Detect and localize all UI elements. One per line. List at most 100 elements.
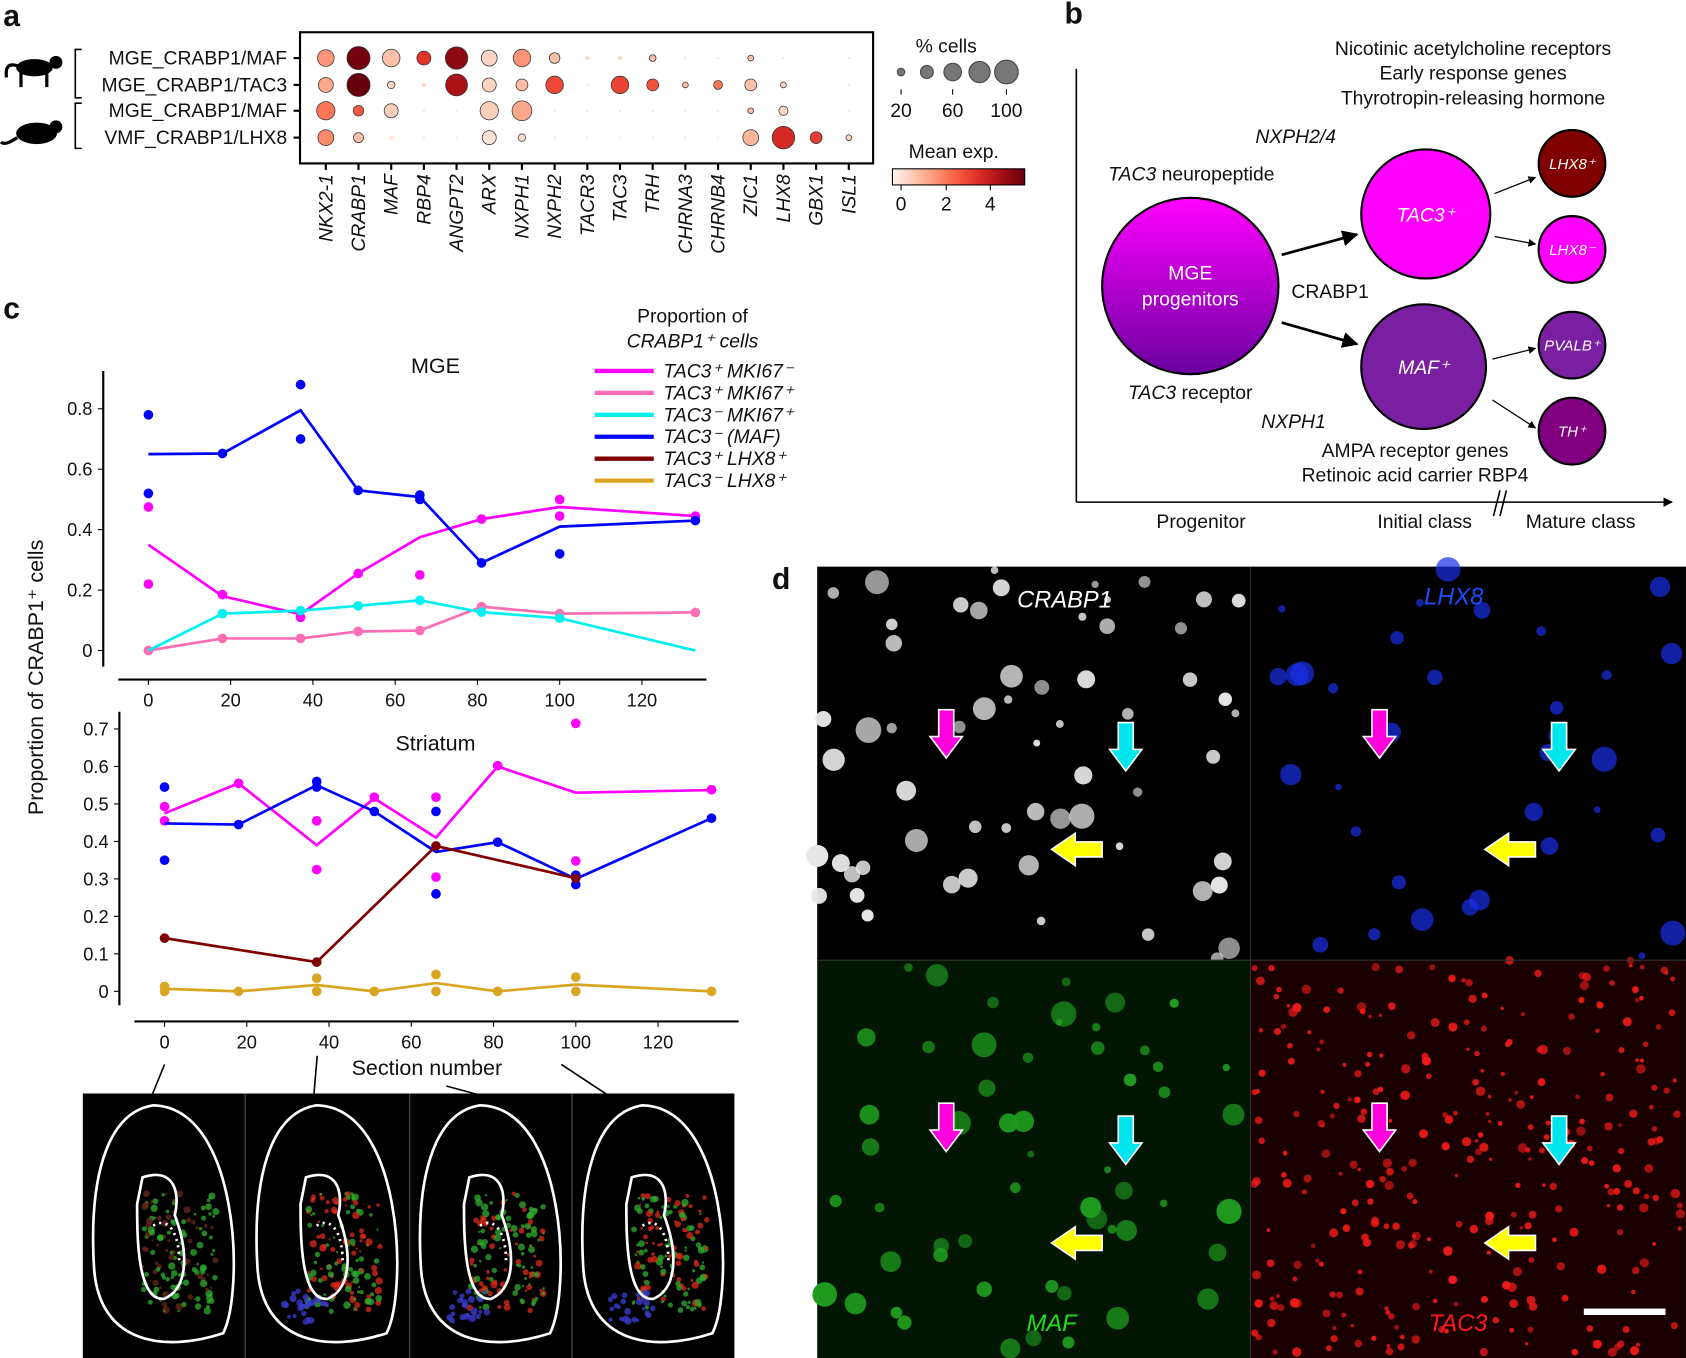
expression-dot (480, 49, 498, 67)
cell-signal (1401, 1064, 1411, 1074)
cell-signal (1604, 1122, 1613, 1131)
fluorescence-speck (691, 1281, 699, 1289)
fluorescence-speck (345, 1210, 351, 1215)
fluorescence-speck (323, 1301, 329, 1307)
cell-signal (1448, 1275, 1458, 1285)
cell-signal (1545, 1120, 1551, 1126)
initial-class-nodes: TAC3⁺ MAF⁺ (1360, 148, 1492, 431)
cell-signal (1091, 1023, 1101, 1032)
cell-signal (1651, 1084, 1658, 1091)
fluorescence-speck (165, 1277, 170, 1282)
panel-label-b: b (1064, 0, 1082, 31)
data-point (476, 607, 487, 617)
fluorescence-speck (650, 1305, 656, 1312)
fluorescence-speck (489, 1201, 494, 1205)
note-tac3-receptor: TAC3 receptor (1128, 382, 1253, 404)
fluorescence-speck (634, 1253, 638, 1257)
cell-signal (1485, 1112, 1490, 1116)
fluorescence-speck (675, 1253, 681, 1259)
fluorescence-speck (620, 1298, 627, 1305)
fluorescence-speck (700, 1274, 707, 1282)
fluorescence-speck (153, 1216, 157, 1220)
cell-signal (990, 566, 999, 575)
section-outline (255, 1103, 399, 1344)
expression-dot (422, 136, 426, 139)
cell-signal (1278, 605, 1286, 613)
cell-signal (1337, 987, 1344, 994)
cell-signal (844, 1292, 867, 1315)
gene-label: TRH (642, 174, 664, 214)
fluorescence-speck (359, 1250, 362, 1253)
fluorescence-speck (656, 1210, 660, 1214)
cell-signal (1612, 1164, 1621, 1173)
cell-signal (1607, 1188, 1615, 1196)
cell-signal (922, 1040, 935, 1054)
fluorescence-speck (479, 1242, 484, 1247)
fluorescence-speck (319, 1233, 326, 1240)
fluorescence-speck (150, 1249, 156, 1255)
fluorescence-speck (320, 1301, 325, 1306)
cell-signal (1630, 1289, 1636, 1295)
expression-dot (585, 56, 590, 61)
cell-signal (1297, 1006, 1301, 1011)
fluorescence-speck (156, 1243, 160, 1247)
cell-signal (958, 868, 978, 888)
data-point (706, 784, 717, 795)
fluorescence-speck (156, 1234, 164, 1242)
data-point (217, 448, 228, 459)
cell-signal (1453, 1110, 1458, 1116)
data-point (143, 502, 154, 512)
cell-signal (1116, 1219, 1137, 1241)
cell-signal (1563, 1046, 1572, 1055)
cell-signal (1448, 974, 1456, 983)
cell-signal (1448, 1022, 1458, 1032)
fluorescence-speck (355, 1247, 358, 1250)
gene-label: ARX (479, 173, 501, 215)
cell-signal (1524, 1222, 1532, 1230)
fluorescence-speck (373, 1258, 380, 1264)
cell-signal (849, 887, 865, 903)
data-point (570, 972, 581, 982)
fluorescence-speck (469, 1262, 474, 1266)
microscopy-images: CRABP1 LHX8 MAF TAC3 (806, 557, 1686, 1358)
fluorescence-speck (203, 1307, 211, 1315)
data-point (311, 973, 322, 984)
cell-signal (1152, 1061, 1164, 1073)
expression-dot (618, 109, 622, 112)
fluorescence-speck (677, 1307, 684, 1313)
data-point (415, 494, 425, 505)
fluorescence-speck (342, 1196, 348, 1202)
cell-signal (885, 618, 898, 631)
fluorescence-speck (517, 1243, 526, 1251)
legend-label: TAC3⁺ LHX8⁺ (663, 448, 787, 470)
fluorescence-speck (698, 1209, 702, 1213)
fluorescence-speck (644, 1193, 651, 1200)
cell-signal (1395, 1240, 1405, 1250)
expression-dot (387, 80, 396, 90)
cell-signal (1650, 827, 1666, 843)
fluorescence-speck (320, 1267, 323, 1271)
cell-signal (1315, 1258, 1320, 1263)
fluorescence-speck (641, 1197, 645, 1201)
fluorescence-speck (527, 1219, 534, 1225)
size-legend-title: % cells (916, 36, 977, 58)
fluorescence-speck (645, 1210, 653, 1218)
cell-signal (1581, 1157, 1589, 1165)
fluorescence-speck (209, 1293, 213, 1297)
cell-signal (1273, 993, 1279, 1000)
cell-signal (1141, 928, 1155, 941)
cell-signal (1652, 1194, 1660, 1202)
cell-signal (1254, 1116, 1263, 1125)
fluorescence-speck (542, 1292, 545, 1296)
cell-signal (1575, 1094, 1580, 1100)
cell-signal (1578, 996, 1585, 1004)
y-tick-label: 0.2 (83, 906, 108, 927)
fluorescence-speck (374, 1286, 383, 1295)
gene-label: RBP4 (413, 174, 435, 225)
cell-signal (1357, 1269, 1363, 1275)
channel-label: LHX8 (1424, 584, 1484, 610)
series-line (164, 981, 712, 993)
data-point (369, 806, 380, 817)
cell-signal (1661, 643, 1683, 665)
fluorescence-speck (196, 1262, 200, 1266)
